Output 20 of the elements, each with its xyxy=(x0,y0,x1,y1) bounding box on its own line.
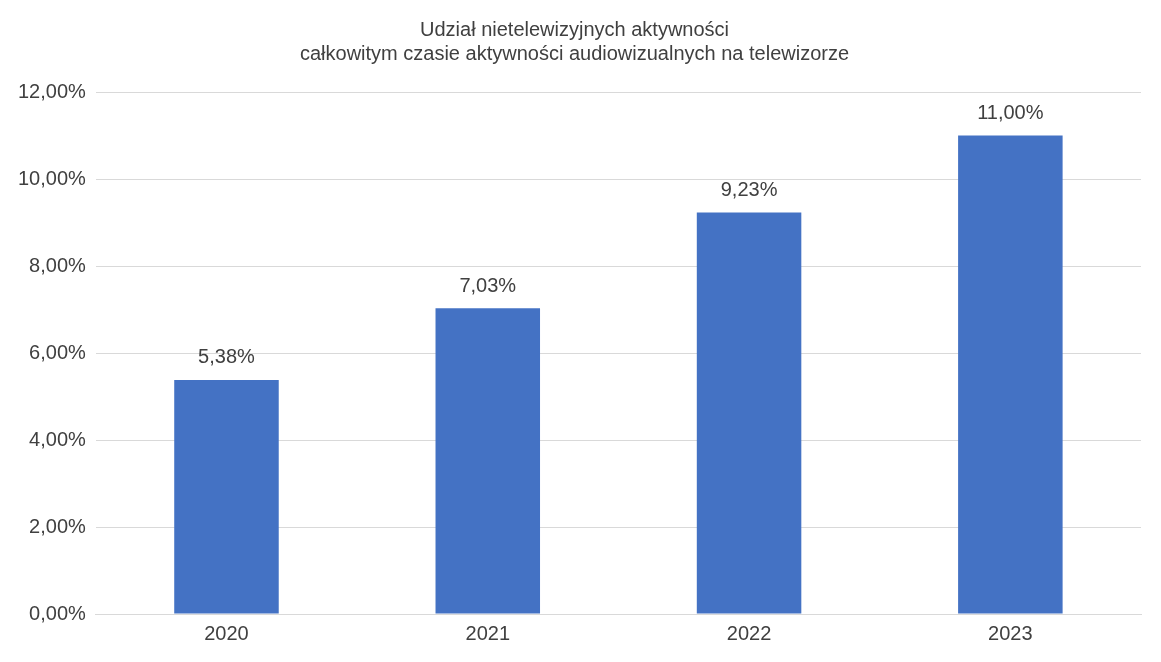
x-tick-label: 2020 xyxy=(204,621,249,644)
data-label: 9,23% xyxy=(720,178,778,201)
data-label: 5,38% xyxy=(198,345,256,368)
bar xyxy=(435,308,541,614)
x-tick-label: 2021 xyxy=(465,621,511,644)
data-label: 7,03% xyxy=(459,273,517,296)
y-tick-label: 12,00% xyxy=(17,79,87,102)
bar xyxy=(174,379,279,614)
data-label: 11,00% xyxy=(977,101,1044,124)
bar xyxy=(958,135,1063,614)
y-tick-label: 4,00% xyxy=(29,427,87,450)
y-tick-label: 8,00% xyxy=(29,253,87,276)
y-tick-label: 2,00% xyxy=(29,514,87,537)
x-tick-label: 2023 xyxy=(988,621,1033,644)
y-tick-label: 0,00% xyxy=(29,601,87,624)
y-tick-label: 6,00% xyxy=(29,340,87,363)
x-tick-label: 2022 xyxy=(726,621,772,644)
bar xyxy=(696,212,802,614)
y-tick-label: 10,00% xyxy=(17,166,87,189)
chart-title: Udział nietelewizyjnych aktywności całkowitym czasie aktywności audiowizualnych na telewizorze xyxy=(299,17,850,64)
